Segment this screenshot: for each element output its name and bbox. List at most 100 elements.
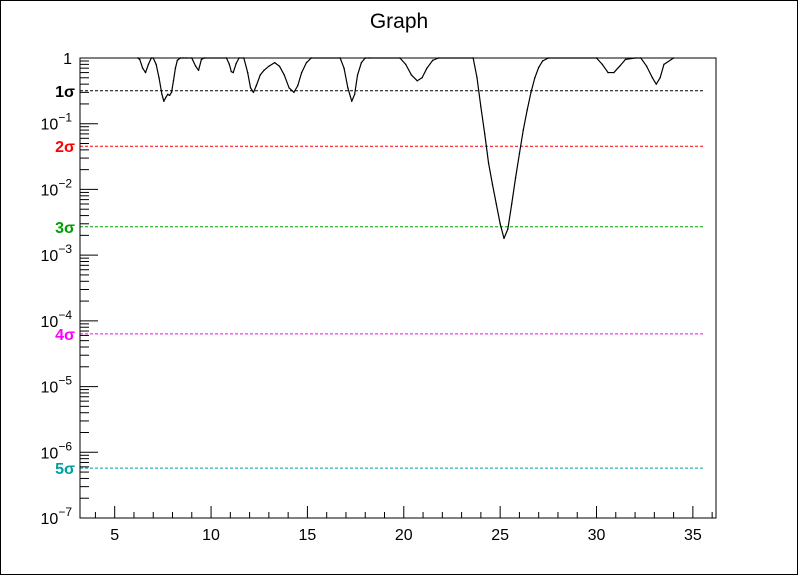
data-point — [259, 74, 261, 76]
y-tick-base: 10 — [41, 511, 59, 528]
data-point — [613, 71, 615, 74]
data-point — [343, 67, 345, 69]
axes: 5 10 15 20 25 30 35110−110−210−310−410−510−610… — [41, 51, 713, 544]
y-tick-exponent: −3 — [58, 242, 72, 256]
data-point — [278, 65, 281, 67]
x-tick-label: 25 — [491, 527, 509, 544]
y-tick-exponent: −7 — [58, 505, 72, 519]
data-point — [228, 63, 231, 66]
data-point — [252, 91, 255, 94]
data-point — [144, 71, 147, 74]
data-point — [601, 63, 603, 66]
plot-frame — [79, 57, 717, 519]
y-tick-label: 1 — [63, 51, 72, 68]
data-point — [484, 133, 486, 135]
data-point — [246, 71, 249, 74]
y-tick-label: 10−2 — [41, 176, 73, 199]
data-point — [351, 100, 353, 102]
data-point — [518, 152, 521, 155]
y-tick-exponent: −5 — [58, 374, 72, 388]
data-point — [141, 67, 144, 69]
data-point — [476, 77, 478, 79]
sigma-label-1: 1σ — [55, 84, 75, 101]
data-point — [360, 61, 363, 64]
y-tick-label: 10−7 — [41, 505, 73, 528]
y-tick-exponent: −1 — [58, 111, 72, 125]
data-point — [161, 93, 163, 96]
data-point — [507, 228, 509, 230]
data-point — [166, 93, 169, 96]
data-point — [487, 162, 490, 164]
y-tick-base: 10 — [41, 117, 59, 134]
data-point — [268, 65, 270, 67]
data-point — [297, 84, 299, 87]
sigma-lines: 1σ 2σ 3σ 4σ 5σ — [55, 84, 704, 478]
data-point — [526, 109, 528, 112]
x-tick-label: 20 — [395, 527, 413, 544]
y-tick-label: 10−1 — [41, 111, 73, 134]
data-point — [232, 71, 234, 74]
data-point — [163, 100, 165, 102]
data-point — [491, 183, 494, 185]
data-point — [663, 63, 665, 66]
data-point — [139, 58, 141, 61]
data-point — [283, 74, 285, 76]
data-point — [305, 61, 308, 64]
data-point — [659, 77, 661, 79]
chart-title: Graph — [370, 10, 428, 33]
data-point — [645, 65, 648, 67]
data-point — [651, 77, 654, 79]
data-point — [624, 58, 627, 61]
data-point — [480, 106, 482, 108]
data-point — [534, 77, 536, 79]
data-point — [288, 87, 290, 89]
data-point — [426, 67, 428, 69]
data-point — [503, 237, 505, 240]
x-tick-label: 10 — [202, 527, 220, 544]
data-point — [618, 65, 621, 67]
data-point — [255, 84, 258, 87]
data-point — [347, 87, 349, 89]
data-point — [249, 87, 252, 89]
y-tick-base: 10 — [41, 314, 59, 331]
series-line-1 — [137, 57, 674, 239]
data-point — [530, 91, 532, 94]
data-point — [655, 83, 657, 85]
y-tick-exponent: −4 — [58, 308, 72, 322]
data-point — [230, 70, 232, 73]
data-point — [495, 203, 497, 205]
y-tick-label: 10−5 — [41, 374, 73, 397]
data-point — [416, 80, 418, 82]
y-tick-base: 10 — [41, 380, 59, 397]
data-point — [176, 59, 179, 62]
data-point — [353, 93, 356, 96]
x-tick-label: 35 — [684, 527, 702, 544]
data-point — [172, 80, 175, 82]
data-point — [431, 59, 434, 62]
y-tick-base: 1 — [63, 51, 72, 68]
data-point — [511, 203, 513, 205]
data-point — [607, 71, 609, 74]
y-tick-label: 10−3 — [41, 242, 73, 265]
x-tick-label: 15 — [299, 527, 317, 544]
x-tick-label: 5 — [110, 527, 119, 544]
data-point — [174, 67, 177, 69]
data-point — [263, 69, 265, 71]
data-point — [273, 61, 276, 64]
data-point — [356, 74, 359, 76]
sigma-label-2: 2σ — [55, 139, 75, 156]
data-point — [405, 63, 407, 66]
sigma-label-5: 5σ — [55, 461, 75, 478]
y-tick-base: 10 — [41, 182, 59, 199]
data-point — [170, 91, 173, 94]
data-point — [300, 71, 303, 74]
y-tick-label: 10−4 — [41, 308, 73, 331]
y-tick-exponent: −2 — [58, 176, 72, 190]
data-point — [168, 94, 171, 97]
data-point — [147, 63, 150, 66]
data-point — [155, 63, 157, 66]
data-point — [522, 129, 524, 131]
sigma-label-3: 3σ — [55, 220, 75, 237]
